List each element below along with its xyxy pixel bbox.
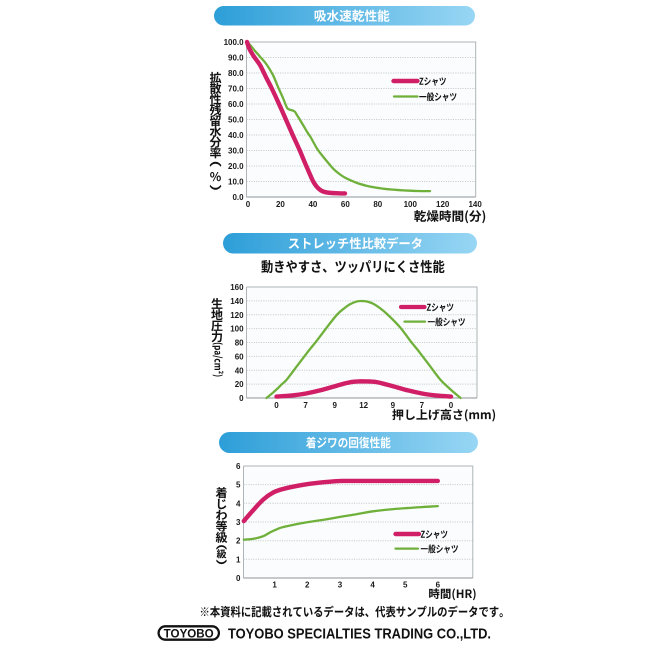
svg-text:0: 0	[239, 394, 244, 403]
svg-text:20: 20	[276, 200, 285, 209]
svg-text:6: 6	[236, 462, 241, 471]
svg-text:3: 3	[236, 518, 241, 527]
svg-text:60.0: 60.0	[228, 100, 244, 109]
svg-text:2: 2	[305, 581, 310, 590]
svg-text:80: 80	[373, 200, 382, 209]
svg-text:40: 40	[235, 366, 244, 375]
svg-text:140: 140	[230, 297, 244, 306]
svg-text:2: 2	[236, 537, 241, 546]
svg-text:40.0: 40.0	[228, 131, 244, 140]
svg-text:TOYOBO: TOYOBO	[164, 628, 214, 640]
svg-text:120: 120	[230, 311, 244, 320]
svg-text:3: 3	[338, 581, 343, 590]
svg-text:120: 120	[436, 200, 450, 209]
svg-text:100: 100	[230, 325, 244, 334]
svg-text:140: 140	[468, 200, 482, 209]
svg-text:TOYOBO SPECIALTIES TRADING CO.: TOYOBO SPECIALTIES TRADING CO.,LTD.	[228, 626, 491, 643]
svg-text:90.0: 90.0	[228, 54, 244, 63]
svg-text:0: 0	[274, 401, 279, 410]
svg-text:70.0: 70.0	[228, 85, 244, 94]
svg-text:5: 5	[403, 581, 408, 590]
svg-text:1: 1	[236, 555, 241, 564]
svg-text:10.0: 10.0	[228, 178, 244, 187]
svg-text:60: 60	[341, 200, 350, 209]
svg-text:20: 20	[235, 380, 244, 389]
svg-text:9: 9	[391, 401, 396, 410]
svg-text:60: 60	[235, 352, 244, 361]
svg-text:6: 6	[436, 581, 441, 590]
svg-text:100: 100	[404, 200, 418, 209]
svg-text:7: 7	[303, 401, 308, 410]
svg-text:4: 4	[370, 581, 375, 590]
svg-text:20.0: 20.0	[228, 162, 244, 171]
svg-text:4: 4	[236, 499, 241, 508]
svg-text:160: 160	[230, 283, 244, 292]
svg-text:0: 0	[246, 200, 251, 209]
svg-text:80: 80	[235, 339, 244, 348]
svg-text:100.0: 100.0	[224, 38, 245, 47]
svg-text:5: 5	[236, 481, 241, 490]
svg-text:50.0: 50.0	[228, 116, 244, 125]
svg-text:12: 12	[359, 401, 368, 410]
svg-text:0: 0	[236, 574, 241, 583]
svg-text:30.0: 30.0	[228, 147, 244, 156]
svg-text:1: 1	[272, 581, 277, 590]
svg-text:7: 7	[420, 401, 425, 410]
svg-text:80.0: 80.0	[228, 69, 244, 78]
svg-text:40: 40	[308, 200, 317, 209]
svg-text:0: 0	[449, 401, 454, 410]
svg-text:9: 9	[332, 401, 337, 410]
svg-text:0.0: 0.0	[232, 193, 244, 202]
